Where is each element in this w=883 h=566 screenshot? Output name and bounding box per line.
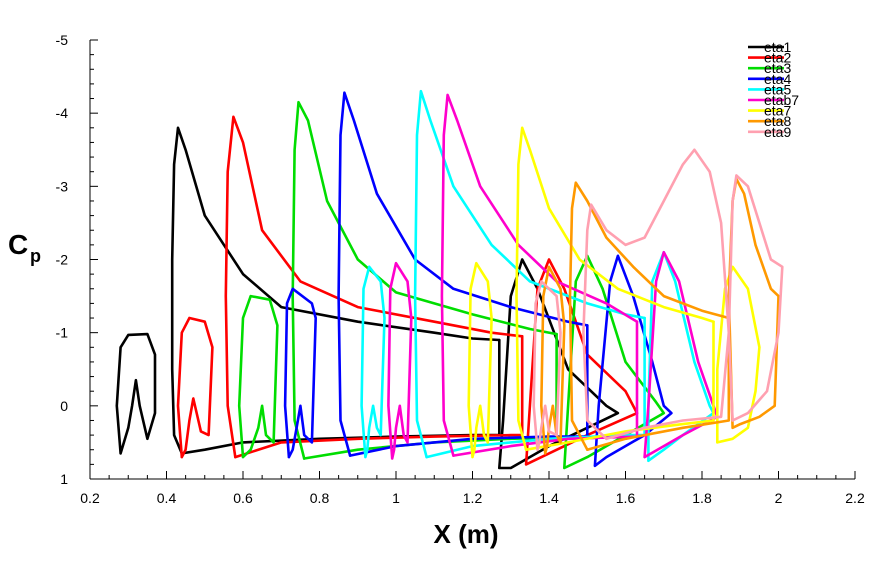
x-tick-label: 2.2 <box>845 490 865 506</box>
series-eta9-suction-line <box>582 148 731 441</box>
series-eta5-loop-line <box>360 265 386 459</box>
series-eta7-pressure-line <box>524 320 715 451</box>
x-tick-label: 2 <box>775 490 783 506</box>
series-eta8-secondary-line <box>727 177 780 430</box>
legend-item-eta5: eta5 <box>748 81 791 97</box>
series-eta1-suction-line <box>170 126 501 455</box>
axes: 0.2 0.4 0.6 0.8 1 1.2 1.4 1.6 1.8 2 2.2 -5 -4 -3 -2 -1 0… <box>56 32 865 506</box>
series-eta7-suction-line <box>515 126 715 451</box>
series-eta7-loop-line <box>467 261 493 459</box>
series-eta4-loop-line <box>283 287 317 459</box>
x-tick-label: 1.6 <box>616 490 636 506</box>
x-tick-label: 1.4 <box>539 490 559 506</box>
x-tick-label: 0.8 <box>310 490 330 506</box>
legend-item-eta2: eta2 <box>748 50 791 66</box>
series-eta2-loop-line <box>176 316 214 459</box>
legend-label: eta5 <box>764 81 791 97</box>
legend-item-eta7: eta7 <box>748 103 791 119</box>
series-eta9-pressure-line <box>605 331 731 441</box>
y-tick-label: 1 <box>60 471 68 487</box>
series-eta8-loop-line <box>540 265 566 455</box>
y-tick-label: -4 <box>56 105 69 121</box>
series-etab7-suction-line <box>440 93 639 457</box>
series-eta9 <box>532 148 784 451</box>
legend-label: eta3 <box>764 60 791 76</box>
series-eta3-loop-line <box>237 294 279 459</box>
plot-lines <box>115 89 784 470</box>
series-eta4-suction-line <box>337 91 589 457</box>
x-tick-label: 0.2 <box>80 490 100 506</box>
series-etab7 <box>387 93 719 460</box>
y-tick-label: -2 <box>56 252 69 268</box>
legend-item-eta3: eta3 <box>748 60 791 76</box>
x-tick-label: 1.2 <box>463 490 483 506</box>
y-tick-label: -3 <box>56 178 69 194</box>
legend-label: eta9 <box>764 124 791 140</box>
series-eta5-suction-line <box>413 89 646 459</box>
x-tick-label: 0.6 <box>233 490 253 506</box>
series-eta8-pressure-line <box>586 316 731 451</box>
series-eta9-secondary-line <box>727 174 784 422</box>
legend-label: eta8 <box>764 113 791 129</box>
series-eta7-secondary-line <box>716 265 761 444</box>
y-axis-label: C p <box>8 229 41 266</box>
y-axis-label-main: C <box>8 229 28 260</box>
series-eta5 <box>360 89 715 462</box>
legend-label: eta1 <box>764 39 791 55</box>
legend-label: etab7 <box>764 92 799 108</box>
series-etab7-loop-line <box>387 261 413 460</box>
x-axis-label: X (m) <box>434 519 499 549</box>
series-etab7-pressure-line <box>452 320 639 457</box>
series-eta8 <box>540 177 780 455</box>
series-eta2-suction-line <box>224 115 524 459</box>
legend-item-eta4: eta4 <box>748 71 791 87</box>
legend-item-eta9: eta9 <box>748 124 791 140</box>
series-eta1-loop-line <box>115 332 157 455</box>
y-tick-label: 0 <box>60 398 68 414</box>
legend-item-eta8: eta8 <box>748 113 791 129</box>
legend-item-eta1: eta1 <box>748 39 791 55</box>
x-tick-label: 1.8 <box>692 490 712 506</box>
legend-label: eta2 <box>764 50 791 66</box>
series-eta9-loop-line <box>532 280 562 451</box>
y-tick-label: -1 <box>56 325 69 341</box>
series-eta7 <box>467 126 761 459</box>
y-tick-label: -5 <box>56 32 69 48</box>
series-eta8-suction-line <box>568 181 731 451</box>
legend-item-etab7: etab7 <box>748 92 799 108</box>
y-axis-label-subscript: p <box>30 246 41 266</box>
series-eta3-suction-line <box>291 100 558 460</box>
legend-label: eta7 <box>764 103 791 119</box>
series-etab7-secondary-line <box>643 250 719 459</box>
x-tick-label: 1 <box>392 490 400 506</box>
series-eta3 <box>237 100 666 470</box>
legend-label: eta4 <box>764 71 791 87</box>
x-tick-label: 0.4 <box>157 490 177 506</box>
